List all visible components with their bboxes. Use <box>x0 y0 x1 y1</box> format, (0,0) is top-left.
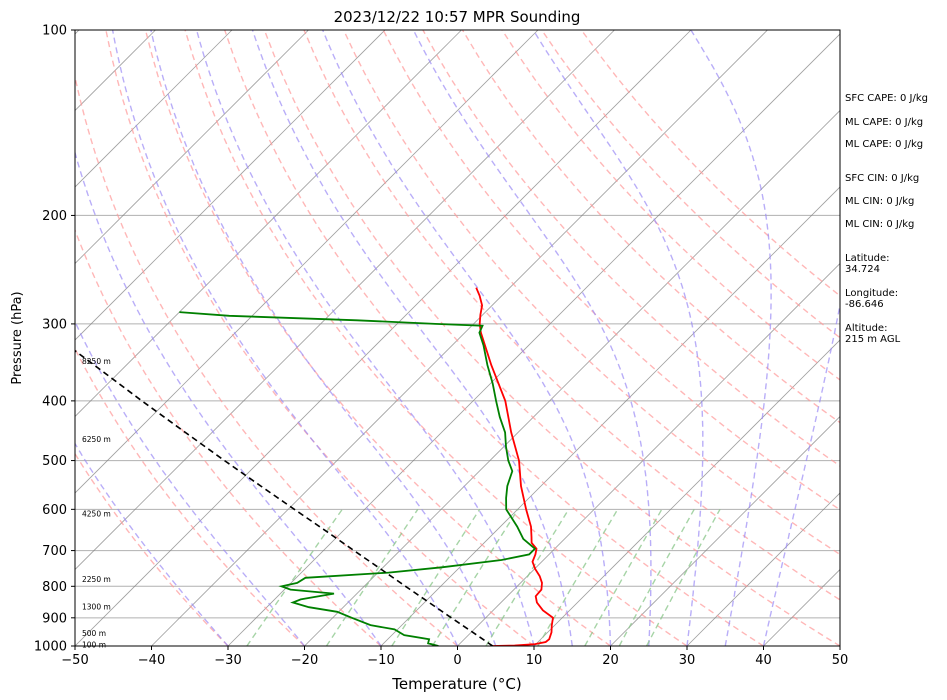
y-tick-label: 500 <box>42 454 67 469</box>
isotherm-line <box>533 339 840 646</box>
chart-title: 2023/12/22 10:57 MPR Sounding <box>334 8 581 26</box>
dry-adiabat-line <box>580 30 840 297</box>
x-tick-label: 50 <box>832 653 849 668</box>
x-tick-label: 20 <box>602 653 619 668</box>
mixing-ratio-line <box>431 508 519 646</box>
x-tick-label: 40 <box>755 653 772 668</box>
dry-adiabat-line <box>303 30 840 601</box>
y-tick-label: 300 <box>42 317 67 332</box>
dry-adiabat-line <box>75 347 305 646</box>
x-tick-label: −50 <box>61 653 88 668</box>
mixing-ratio-line <box>645 508 721 646</box>
dry-adiabat-line <box>422 30 840 467</box>
moist-adiabat-line <box>150 30 497 646</box>
dry-adiabat-line <box>224 30 764 646</box>
sfc-cin-text: SFC CIN: 0 J/kg <box>845 173 920 184</box>
isotherm-line <box>75 30 615 571</box>
parcel-line <box>75 349 494 646</box>
temperature-line <box>475 287 554 646</box>
mixing-ratio-line <box>325 508 419 646</box>
dewpoint-line <box>179 311 537 646</box>
dry-adiabat-line <box>342 30 840 556</box>
y-tick-label: 900 <box>42 611 67 626</box>
isotherm-line <box>686 492 840 646</box>
ml-cin-text: ML CIN: 0 J/kg <box>845 196 915 207</box>
moist-adiabat-line <box>75 150 382 646</box>
dry-adiabat-line <box>382 30 840 511</box>
isotherm-line <box>151 30 768 646</box>
mixing-ratio-line <box>246 508 343 646</box>
moist-adiabat-line <box>762 301 840 646</box>
x-tick-label: −20 <box>291 653 318 668</box>
y-tick-label: 400 <box>42 394 67 409</box>
isotherm-line <box>75 30 462 418</box>
sfc-cape-text: SFC CAPE: 0 J/kg <box>845 93 928 104</box>
height-label: 100 m <box>82 641 106 650</box>
dry-adiabat-line <box>184 30 688 646</box>
dry-adiabat-line <box>75 228 382 646</box>
height-label: 6250 m <box>82 435 111 444</box>
height-label: 8250 m <box>82 357 111 366</box>
isotherm-line <box>457 262 840 646</box>
moist-adiabat-line <box>322 30 612 646</box>
y-tick-label: 700 <box>42 544 67 559</box>
moist-adiabat-line <box>195 30 535 646</box>
ml-cape-text: ML CAPE: 0 J/kg <box>845 117 924 128</box>
x-axis-label: Temperature (°C) <box>391 675 521 693</box>
x-tick-label: 10 <box>526 653 543 668</box>
plot-frame <box>74 29 841 647</box>
y-tick-label: 100 <box>42 24 67 39</box>
isotherm-line <box>610 415 840 646</box>
dry-adiabat-line <box>144 30 611 646</box>
isotherm-line <box>75 30 309 265</box>
height-label: 500 m <box>82 629 106 638</box>
isotherm-line <box>75 30 692 646</box>
isotherm-line <box>75 30 233 188</box>
height-label: 2250 m <box>82 575 111 584</box>
isotherm-line <box>0 30 3 646</box>
y-tick-label: 200 <box>42 209 67 224</box>
mixing-ratio-line <box>618 508 695 646</box>
x-tick-label: −10 <box>367 653 394 668</box>
x-tick-label: 30 <box>679 653 696 668</box>
x-tick-label: −40 <box>138 653 165 668</box>
dry-adiabat-line <box>75 73 458 646</box>
dry-adiabat-line <box>75 452 229 646</box>
moist-adiabat-line <box>251 30 573 646</box>
latitude-text: Latitude: 34.724 <box>845 253 890 275</box>
dry-adiabat-line <box>105 30 535 646</box>
isotherm-line <box>75 30 386 341</box>
height-label: 4250 m <box>82 509 111 518</box>
y-tick-label: 800 <box>42 580 67 595</box>
moist-adiabat-line <box>111 30 459 646</box>
height-label: 1300 m <box>82 603 111 612</box>
y-tick-label: 1000 <box>34 640 67 655</box>
x-tick-label: 0 <box>453 653 461 668</box>
moist-adiabat-line <box>75 442 229 646</box>
moist-adiabat-line <box>532 30 704 646</box>
mixing-ratio-line <box>537 508 619 646</box>
x-tick-label: −30 <box>214 653 241 668</box>
reference-lines <box>0 30 840 646</box>
moist-adiabat-line <box>412 30 652 646</box>
isotherm-line <box>304 109 840 646</box>
isotherm-line <box>380 186 840 646</box>
axes: 100 m 500 m 1300 m 2250 m 4250 m 6250 m 8250 m… <box>34 24 848 669</box>
mixing-ratio-line <box>485 508 570 646</box>
dry-adiabat-line <box>263 30 840 646</box>
y-tick-label: 600 <box>42 503 67 518</box>
isotherm-line <box>227 33 840 646</box>
altitude-text: Altitude: 215 m AGL <box>845 323 901 345</box>
sounding-lines <box>75 287 554 646</box>
mixing-ratio-line <box>391 508 481 646</box>
y-axis-label: Pressure (hPa) <box>10 291 25 384</box>
longitude-text: Longitude: -86.646 <box>845 288 899 310</box>
ml-cape-text-2: ML CAPE: 0 J/kg <box>845 139 924 150</box>
ml-cin-text-2: ML CIN: 0 J/kg <box>845 219 915 230</box>
moist-adiabat-line <box>690 30 772 646</box>
isotherm-line <box>75 30 539 494</box>
mixing-ratio-line <box>584 508 663 646</box>
